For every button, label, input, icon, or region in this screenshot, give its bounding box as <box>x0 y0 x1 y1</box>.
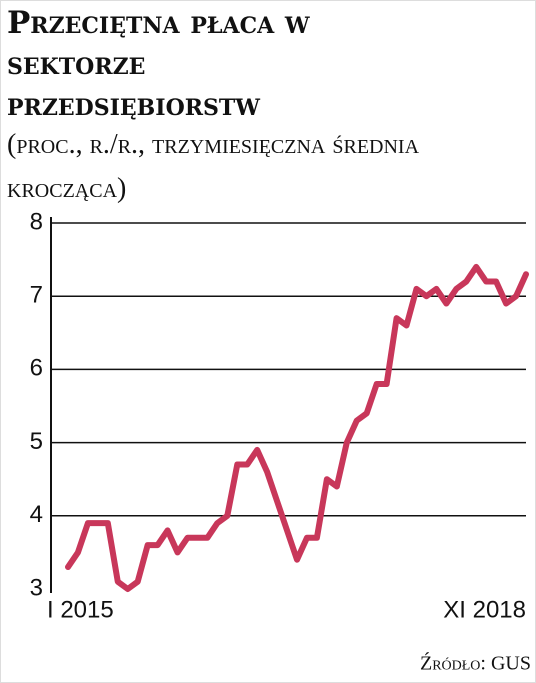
y-tick-label: 5 <box>30 428 43 455</box>
source: Źródło: GUS <box>420 652 531 675</box>
y-tick-label: 8 <box>30 208 43 235</box>
chart-title: Przeciętna płaca w sektorze przedsiębior… <box>7 5 310 123</box>
line <box>65 263 529 592</box>
x-tick-label: I 2015 <box>47 596 114 623</box>
y-tick-label: 7 <box>30 282 43 309</box>
y-tick-label: 4 <box>30 501 43 528</box>
y-tick-label: 3 <box>30 574 43 601</box>
y-tick-label: 6 <box>30 355 43 382</box>
chart-subtitle: (proc., r./r., trzymiesięczna średnia kr… <box>7 129 420 204</box>
x-tick-label: XI 2018 <box>443 596 526 623</box>
